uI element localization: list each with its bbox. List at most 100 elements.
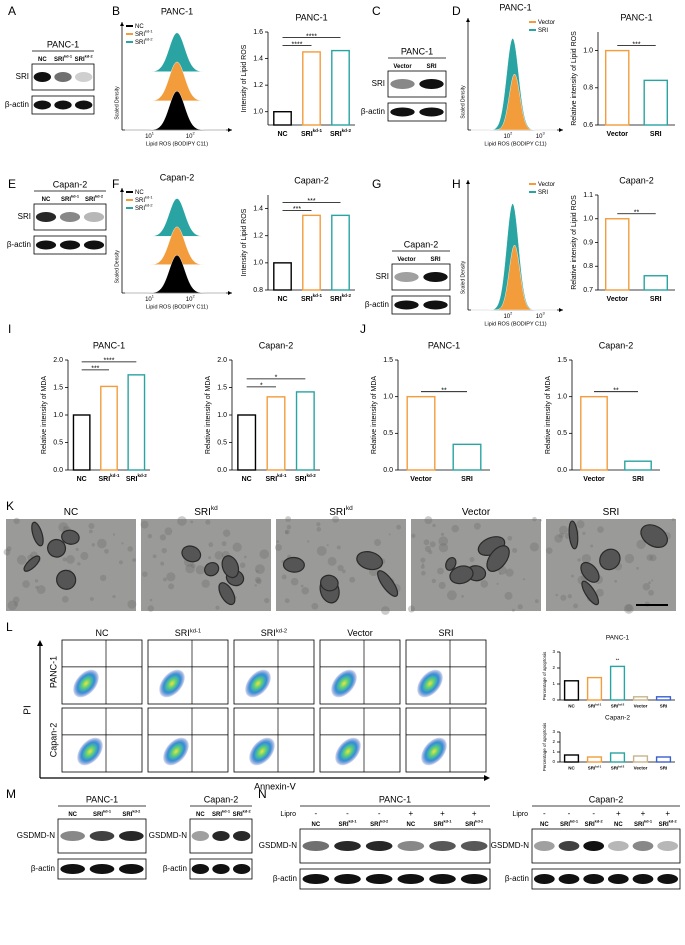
em-texture <box>168 583 175 590</box>
em-texture <box>275 544 282 551</box>
blot-title: Capan-2 <box>404 239 439 249</box>
mitochondrion <box>23 555 41 572</box>
significance-label: * <box>260 383 263 390</box>
em-title: Vector <box>462 507 491 518</box>
em-texture <box>374 539 382 546</box>
bar <box>605 49 630 126</box>
flow-plot <box>233 639 315 705</box>
text-part: NC <box>77 476 87 483</box>
blot-frame <box>531 828 681 864</box>
em-texture <box>264 597 270 604</box>
text-part: SRI <box>650 131 662 138</box>
flow-plot <box>405 639 487 705</box>
bar <box>302 214 321 291</box>
histogram-x-tick-label: 101 <box>145 131 154 140</box>
mitochondrion <box>61 529 80 545</box>
mitochondrion <box>204 561 220 577</box>
x-tick-label: SRIkd-1 <box>301 293 322 302</box>
blot-band <box>35 240 57 250</box>
histogram-x-label: Lipid ROS (BODIPY C11) <box>146 141 208 147</box>
y-axis-label: Relative intensity of MDA <box>205 376 212 455</box>
flow-plot <box>147 639 229 705</box>
em-texture <box>595 588 604 597</box>
blot-band <box>657 874 679 884</box>
em-texture <box>132 558 137 562</box>
treatment-mark: + <box>472 809 477 818</box>
em-texture <box>161 547 167 554</box>
em-texture <box>300 584 304 588</box>
em-texture <box>75 547 79 552</box>
y-tick-label: 0.5 <box>557 430 567 437</box>
histogram-peak <box>471 245 557 311</box>
em-texture <box>623 603 634 614</box>
em-texture <box>341 569 346 574</box>
lane-label: NC <box>540 822 549 828</box>
blot-band <box>59 240 81 250</box>
em-texture <box>34 579 39 583</box>
em-texture <box>62 557 67 562</box>
text-part: SRI <box>98 476 110 483</box>
histogram-peak <box>471 73 557 131</box>
axis-arrow <box>559 128 563 132</box>
text-part: SRI <box>301 296 313 303</box>
lane-label: SRIkd-2 <box>122 809 141 818</box>
panel-letter: C <box>372 4 381 18</box>
x-tick-label: SRIkd-2 <box>330 128 351 137</box>
flow-x-label: Annexin-Ⅴ <box>254 781 297 791</box>
legend-label: NC <box>135 24 144 30</box>
x-tick-label: SRIkd-1 <box>588 702 602 708</box>
x-tick-label: SRIkd-2 <box>126 473 147 482</box>
blot-title: PANC-1 <box>379 794 411 804</box>
text-part: 2 <box>192 131 194 136</box>
axis-arrow <box>120 188 124 192</box>
em-texture <box>651 579 654 582</box>
histogram-y-label: Scaled Density <box>114 86 120 120</box>
text-part: kd-2 <box>145 203 153 208</box>
x-tick-label: Vector <box>607 131 629 138</box>
bar <box>302 51 321 126</box>
text-part: SRI <box>126 476 138 483</box>
treatment-mark: + <box>440 809 445 818</box>
em-texture <box>285 516 292 522</box>
blot-band <box>607 841 629 851</box>
panel-letter: J <box>360 322 366 336</box>
flow-y-label: PI <box>23 705 34 714</box>
mitochondrion <box>581 580 600 606</box>
em-texture <box>438 536 449 546</box>
histogram-peak <box>125 61 226 102</box>
text-part: kd-2 <box>306 473 316 478</box>
text-part: kd-1 <box>145 29 153 34</box>
mitochondrion <box>377 570 399 597</box>
chart-title: PANC-1 <box>620 12 652 22</box>
em-texture <box>424 516 433 525</box>
axis-arrow <box>559 308 563 312</box>
em-texture <box>532 516 537 522</box>
text-part: SRI <box>330 296 342 303</box>
text-part: NC <box>96 628 109 638</box>
em-texture <box>522 578 525 581</box>
flow-column-title: SRIkd-1 <box>175 628 201 638</box>
y-tick-label: 0.8 <box>583 85 593 92</box>
em-texture <box>451 524 459 533</box>
x-tick-label: SRI <box>660 766 668 771</box>
y-tick-label: 1.4 <box>253 205 263 212</box>
histogram-peak <box>125 198 226 237</box>
em-texture <box>185 564 195 574</box>
em-texture <box>642 582 651 591</box>
em-texture <box>567 594 572 599</box>
lane-label: SRIkd-2 <box>465 819 484 828</box>
bar <box>643 79 669 126</box>
histogram-x-tick-label: 102 <box>186 294 195 303</box>
text-part: SRI <box>660 766 668 771</box>
significance-label: **** <box>292 41 303 48</box>
em-texture <box>505 568 514 577</box>
lane-label: SRIkd-2 <box>75 54 94 63</box>
y-tick-label: 2.0 <box>53 357 63 364</box>
text-part: 10 <box>536 314 543 320</box>
em-texture <box>149 598 153 602</box>
em-texture <box>259 549 270 559</box>
legend-label: SRIkd-2 <box>135 37 153 46</box>
flow-population <box>331 669 357 698</box>
blot-band <box>33 100 52 110</box>
bar <box>72 414 91 471</box>
